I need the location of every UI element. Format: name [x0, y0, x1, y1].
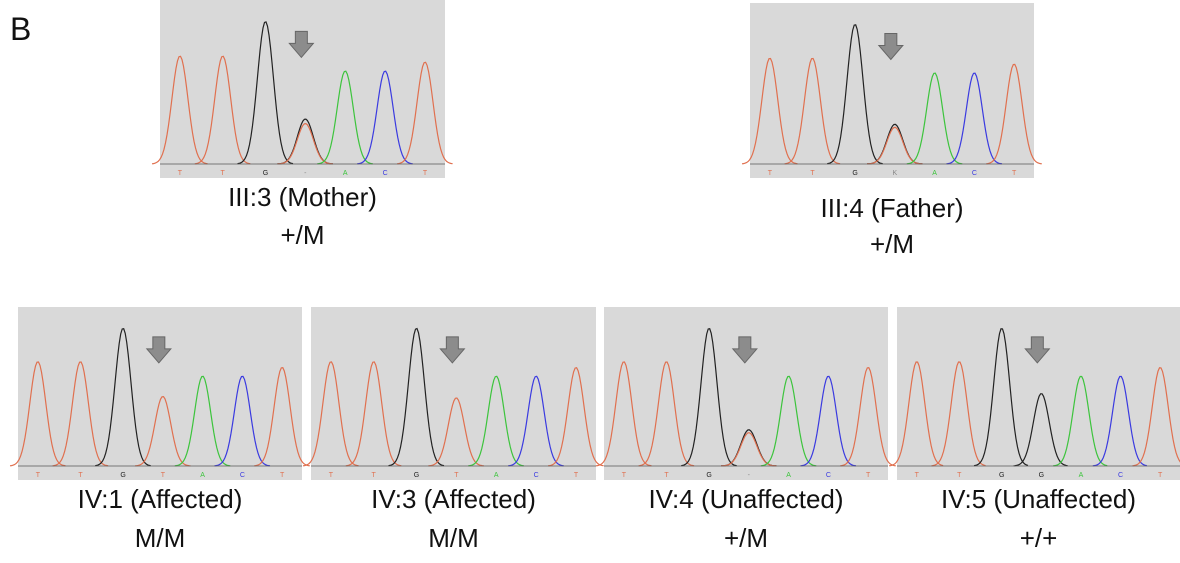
base-call: T	[1012, 170, 1017, 177]
chromatogram-bg	[160, 0, 445, 178]
genotype: +/M	[280, 220, 324, 250]
base-call: T	[622, 472, 627, 479]
base-call: T	[1158, 472, 1163, 479]
base-call: C	[383, 170, 388, 177]
base-call: T	[866, 472, 871, 479]
base-call: T	[36, 472, 41, 479]
chromatogram-bg	[604, 307, 888, 480]
base-call: A	[786, 472, 791, 479]
genotype: +/+	[1020, 523, 1058, 553]
base-call: G	[414, 472, 419, 479]
base-call: A	[200, 472, 205, 479]
sample-label: IV:4 (Unaffected)	[648, 484, 843, 514]
base-call: C	[1118, 472, 1123, 479]
base-call: T	[454, 472, 459, 479]
base-call: K	[893, 170, 898, 177]
genotype: M/M	[428, 523, 479, 553]
base-call: T	[161, 472, 166, 479]
genotype: +/M	[724, 523, 768, 553]
chromatogram-bg	[750, 3, 1034, 178]
sample-label: III:3 (Mother)	[228, 182, 377, 212]
base-call: A	[343, 170, 348, 177]
base-call: T	[574, 472, 579, 479]
base-call: T	[178, 170, 183, 177]
base-call: C	[534, 472, 539, 479]
chromatogram-bg	[897, 307, 1180, 480]
base-call: A	[1079, 472, 1084, 479]
sample-label: III:4 (Father)	[820, 193, 963, 223]
base-call: T	[957, 472, 962, 479]
base-call: G	[120, 472, 125, 479]
base-call: T	[664, 472, 669, 479]
base-call: T	[280, 472, 285, 479]
base-call: A	[494, 472, 499, 479]
base-call: G	[706, 472, 711, 479]
base-call: T	[221, 170, 226, 177]
chromatogram-bg	[18, 307, 302, 480]
base-call: C	[826, 472, 831, 479]
genotype: M/M	[135, 523, 186, 553]
genotype: +/M	[870, 229, 914, 259]
figure: B TTG-ACTIII:3 (Mother)+/MTTGKACTIII:4 (…	[0, 0, 1180, 563]
base-call: T	[372, 472, 377, 479]
base-call: G	[999, 472, 1004, 479]
base-call: G	[263, 170, 268, 177]
base-call: C	[240, 472, 245, 479]
base-call: C	[972, 170, 977, 177]
base-call: T	[329, 472, 334, 479]
base-call: A	[932, 170, 937, 177]
panel-label: B	[10, 11, 31, 47]
sample-label: IV:1 (Affected)	[78, 484, 243, 514]
base-call: T	[423, 170, 428, 177]
base-call: G	[1039, 472, 1044, 479]
chromatogram-bg	[311, 307, 596, 480]
base-call: G	[852, 170, 857, 177]
base-call: T	[810, 170, 815, 177]
base-call: T	[915, 472, 920, 479]
base-call: T	[78, 472, 83, 479]
sample-label: IV:3 (Affected)	[371, 484, 536, 514]
base-call: T	[768, 170, 773, 177]
sample-label: IV:5 (Unaffected)	[941, 484, 1136, 514]
